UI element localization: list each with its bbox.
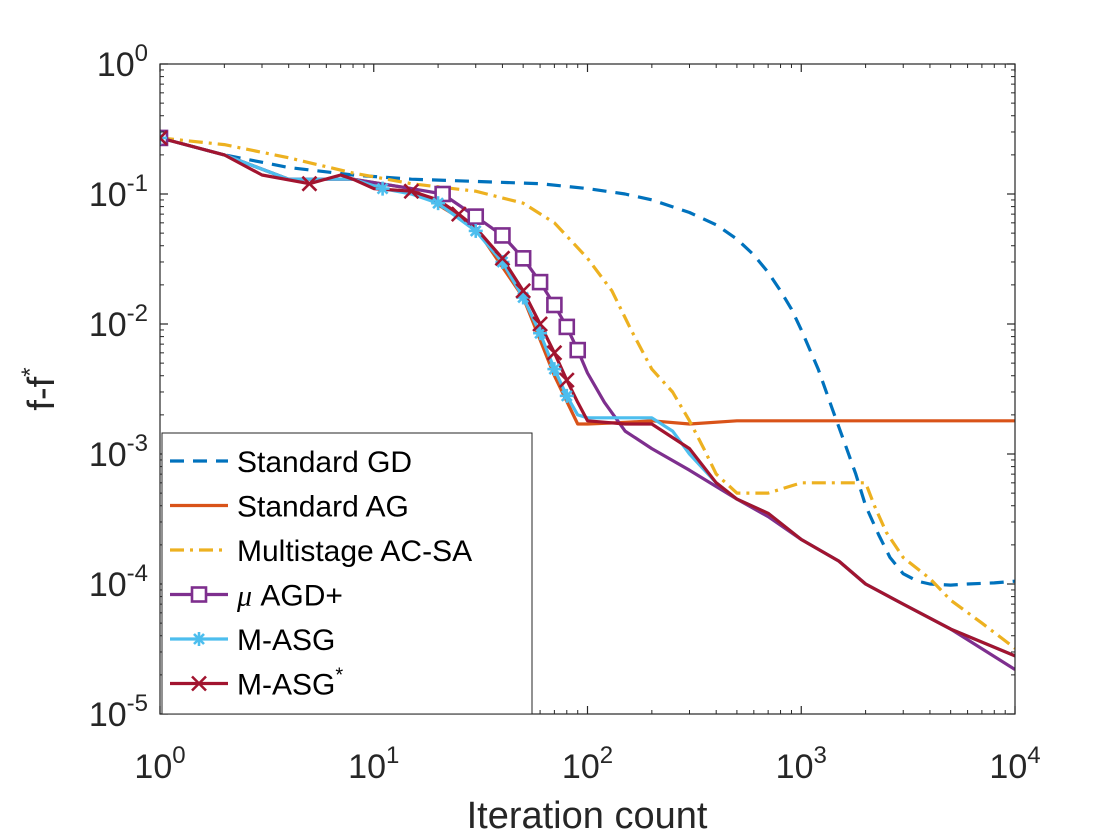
legend-label-3: μ AGD+ <box>236 580 343 613</box>
y-tick-label: 100 <box>97 40 148 84</box>
x-tick-label: 104 <box>989 742 1040 786</box>
y-tick-label: 10-2 <box>89 300 148 344</box>
series-line-5 <box>160 136 1015 658</box>
series-4-marker <box>533 326 548 341</box>
x-tick-label: 101 <box>348 742 399 786</box>
legend-box <box>161 432 533 715</box>
y-tick-label: 10-3 <box>89 430 148 474</box>
series-3-marker <box>467 208 485 225</box>
series-5-marker <box>450 206 467 223</box>
series-4-marker <box>559 388 574 403</box>
series-5-marker <box>532 316 548 332</box>
series-3-marker <box>558 318 576 336</box>
ticks-layer: 100 101 102 103 104 10-5 10-4 10-3 10-2 10-1 100 <box>89 40 1041 786</box>
legend-label-0: Standard GD <box>237 446 412 479</box>
legend-marker-5 <box>191 675 207 692</box>
x-tick-label: 102 <box>562 742 613 786</box>
series-3-marker <box>531 273 549 291</box>
y-tick-label: 10-5 <box>89 690 148 734</box>
marker-layer <box>160 129 587 403</box>
legend-label-2: Multistage AC-SA <box>237 535 472 568</box>
series-4-marker <box>547 362 562 377</box>
legend-label-1: Standard AG <box>237 491 409 524</box>
series-line-2 <box>160 136 1015 650</box>
series-3-marker <box>514 250 532 267</box>
series-3-marker <box>546 296 563 314</box>
x-tick-label: 100 <box>134 742 185 786</box>
series-4-marker <box>468 223 483 238</box>
legend: Standard GD Standard AG Multistage AC-SA μ … <box>161 432 533 715</box>
series-5-marker <box>515 282 532 299</box>
series-3-marker <box>569 341 587 359</box>
legend-marker-3 <box>190 586 208 603</box>
x-tick-label: 103 <box>776 742 827 786</box>
series-4-marker <box>431 196 446 211</box>
x-axis-title: Iteration count <box>467 795 708 837</box>
series-5-marker <box>494 250 511 267</box>
series-layer <box>160 136 1015 671</box>
legend-marker-4 <box>192 632 206 646</box>
series-5-marker <box>403 183 420 200</box>
series-5-marker <box>160 130 168 146</box>
legend-label-5: M-ASG* <box>237 665 343 702</box>
series-5-marker <box>546 344 563 361</box>
series-line-0 <box>160 136 1015 587</box>
y-tick-label: 10-1 <box>89 170 148 214</box>
legend-label-4: M-ASG <box>237 624 335 657</box>
series-3-marker <box>494 227 511 244</box>
series-5-marker <box>558 372 575 389</box>
series-4-marker <box>375 181 390 196</box>
series-5-marker <box>301 175 318 192</box>
y-axis-title: f-f* <box>17 367 63 410</box>
y-tick-label: 10-4 <box>89 560 148 604</box>
